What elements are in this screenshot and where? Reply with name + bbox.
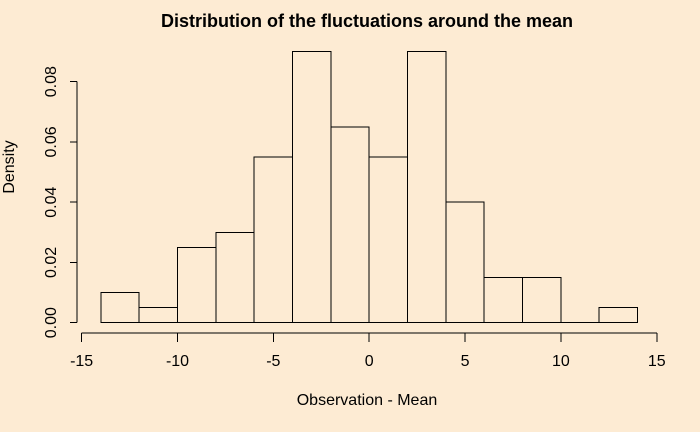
histogram-bar bbox=[138, 307, 179, 324]
y-tick-label: 0.06 bbox=[43, 126, 60, 157]
histogram-bar bbox=[330, 126, 370, 324]
histogram-bar bbox=[598, 307, 639, 324]
histogram-bar bbox=[215, 231, 255, 324]
histogram-bar bbox=[445, 201, 485, 324]
x-tick-label: 5 bbox=[461, 353, 470, 370]
y-tick-label: 0.04 bbox=[43, 187, 60, 218]
y-tick-label: 0.00 bbox=[43, 307, 60, 338]
y-axis-label: Density bbox=[1, 140, 18, 193]
x-tick-label: 15 bbox=[648, 353, 666, 370]
x-tick-label: 10 bbox=[552, 353, 570, 370]
histogram-bar bbox=[253, 156, 294, 324]
x-axis-label: Observation - Mean bbox=[297, 392, 438, 409]
y-axis: 0.00 0.02 0.04 0.06 0.08 bbox=[43, 66, 78, 338]
histogram-bar bbox=[177, 246, 217, 324]
histogram-bar bbox=[407, 51, 447, 324]
histogram-bars bbox=[100, 51, 639, 324]
y-tick-label: 0.02 bbox=[43, 247, 60, 278]
x-tick-label: -15 bbox=[70, 353, 93, 370]
histogram-bar bbox=[368, 156, 409, 324]
x-tick-label: -10 bbox=[166, 353, 189, 370]
x-axis: -15 -10 -5 0 5 10 15 bbox=[70, 332, 666, 370]
histogram-bar bbox=[292, 51, 332, 324]
x-tick-label: -5 bbox=[266, 353, 280, 370]
y-tick-label: 0.08 bbox=[43, 66, 60, 97]
chart-title: Distribution of the fluctuations around … bbox=[161, 11, 573, 31]
histogram-bar bbox=[100, 292, 140, 324]
x-tick-label: 0 bbox=[365, 353, 374, 370]
histogram-bar bbox=[522, 277, 562, 324]
histogram-bar bbox=[483, 277, 524, 324]
